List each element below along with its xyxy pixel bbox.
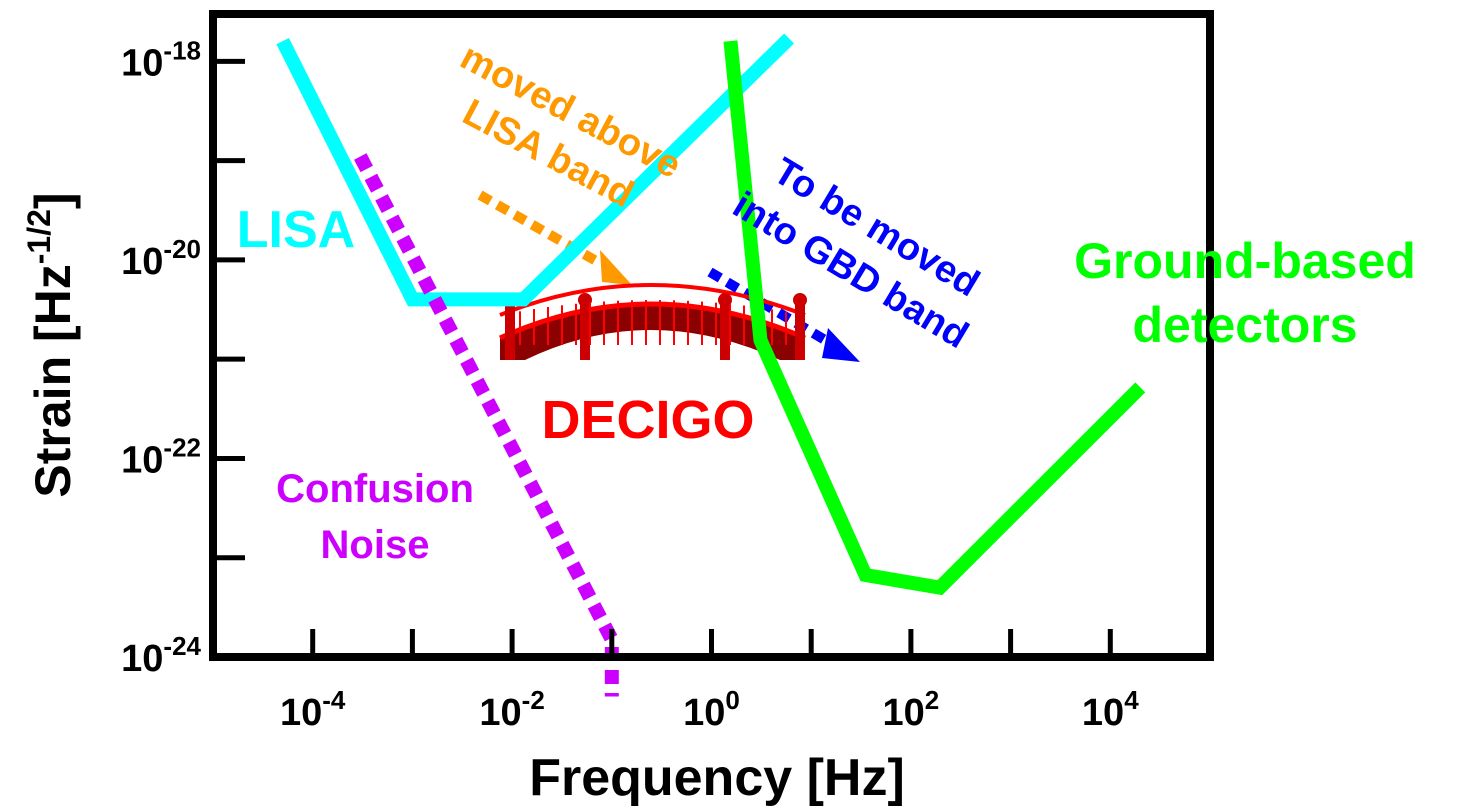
x-tick-base: 10 [683, 692, 725, 734]
x-tick-exponent: 0 [725, 685, 739, 715]
annotation-line: Ground-based [1074, 233, 1416, 289]
y-tick-label: 10-22 [121, 432, 201, 481]
x-tick-label: 100 [683, 685, 740, 734]
y-tick-exponent: -20 [163, 234, 201, 264]
annotation: Confusion Noise [276, 467, 474, 567]
y-axis-title-exponent: -1/2 [21, 209, 57, 264]
x-tick-base: 10 [280, 692, 322, 734]
annotation: moved aboveLISA band [431, 36, 688, 229]
y-tick-exponent: -22 [163, 432, 201, 462]
y-tick-label: 10-24 [121, 631, 201, 680]
y-tick-label: 10-20 [121, 234, 201, 283]
y-axis-title-text: Strain [Hz [25, 264, 81, 497]
x-axis-title: Frequency [Hz] [529, 749, 905, 807]
annotation-line: DECIGO [541, 390, 754, 450]
y-tick-base: 10 [121, 638, 163, 680]
x-tick-exponent: 2 [925, 685, 939, 715]
y-tick-exponent: -24 [163, 631, 201, 661]
annotation: Ground-based detectors [1074, 233, 1416, 353]
x-tick-label: 104 [1082, 685, 1139, 734]
y-axis-title-end: ] [25, 192, 81, 209]
x-tick-label: 10-4 [280, 685, 346, 734]
y-tick-base: 10 [121, 439, 163, 481]
annotation: LISA [237, 201, 355, 259]
arrowhead-orange [600, 250, 632, 285]
y-tick-label: 10-18 [121, 35, 201, 84]
annotation: DECIGO [541, 390, 754, 450]
x-tick-base: 10 [883, 692, 925, 734]
annotation-line: Confusion [276, 467, 474, 511]
x-tick-label: 10-2 [479, 685, 544, 734]
bridge-post-cap [793, 293, 807, 307]
x-tick-base: 10 [479, 692, 521, 734]
x-tick-exponent: -4 [322, 685, 346, 715]
y-tick-base: 10 [121, 241, 163, 283]
x-tick-label: 102 [883, 685, 940, 734]
annotation-line: Noise [321, 523, 430, 567]
bridge-post [580, 305, 590, 360]
y-tick-exponent: -18 [163, 35, 201, 65]
annotation-line: LISA [237, 201, 355, 259]
annotation-line: detectors [1132, 297, 1357, 353]
y-tick-base: 10 [121, 42, 163, 84]
bridge-post [720, 305, 730, 360]
bridge-post [505, 305, 515, 360]
x-tick-exponent: 4 [1124, 685, 1139, 715]
bridge-post [795, 305, 805, 360]
chart: 10-1810-2010-2210-2410-410-2100102104Fre… [0, 0, 1468, 811]
x-tick-exponent: -2 [522, 685, 545, 715]
arrowhead-blue [822, 328, 860, 362]
y-axis-title: Strain [Hz-1/2] [21, 192, 81, 497]
x-tick-base: 10 [1082, 692, 1124, 734]
